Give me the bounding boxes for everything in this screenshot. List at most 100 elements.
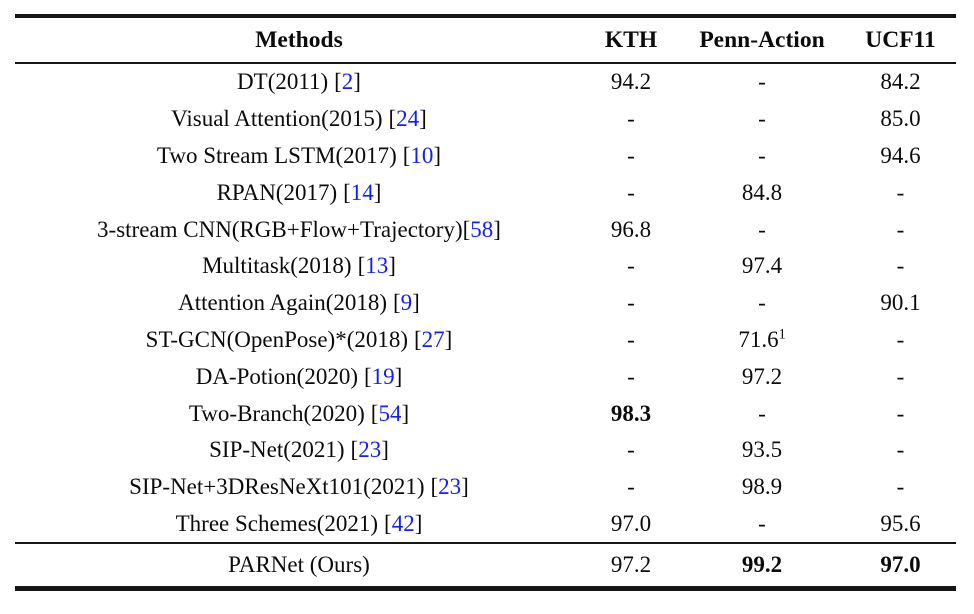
citation-link[interactable]: 23 [358,437,382,463]
table-row: RPAN(2017) [14] - 84.8 - [15,174,956,211]
penn-action-value: 71.6 [738,326,779,352]
penn-action-cell: - [679,395,845,432]
citation-link[interactable]: 58 [470,216,494,242]
kth-value: - [627,106,635,132]
penn-action-value: - [758,69,766,95]
citation-link[interactable]: 2 [341,69,354,95]
ucf11-value: - [896,179,905,205]
citation-link[interactable]: 27 [421,326,445,352]
citation-close-bracket: ] [412,290,420,316]
citation-link[interactable]: 24 [396,106,420,132]
method-cell: Multitask(2018) [13] [15,248,583,285]
col-header-methods: Methods [15,16,583,64]
table-body: DT(2011) [2] 94.2 - 84.2 Visual Attention… [15,63,956,543]
penn-action-cell: 71.61 [679,322,845,359]
citation-link[interactable]: 42 [391,510,415,536]
citation-link[interactable]: 23 [438,474,462,500]
table-row: ST-GCN(OpenPose)*(2018) [27] - 71.61 - [15,322,956,359]
method-name: DT(2011) [237,69,329,95]
method-name: ST-GCN(OpenPose)*(2018) [145,326,409,352]
penn-action-cell: 97.2 [679,358,845,395]
method-cell: Visual Attention(2015) [24] [15,101,583,138]
ucf11-cell: - [845,211,956,248]
citation-link[interactable]: 14 [350,179,374,205]
citation-open-bracket: [ [393,290,401,316]
citation-close-bracket: ] [401,400,410,426]
table-row: SIP-Net+3DResNeXt101(2021) [23] - 98.9 - [15,469,956,506]
kth-cell: - [583,469,679,506]
citation: [9] [393,290,420,315]
method-cell: Three Schemes(2021) [42] [15,506,583,544]
penn-action-cell: 93.5 [679,432,845,469]
ucf11-value: 97.0 [880,552,921,578]
citation-link[interactable]: 13 [365,253,389,279]
table-row: Multitask(2018) [13] - 97.4 - [15,248,956,285]
ucf11-value: 95.6 [880,510,921,536]
table-row: 3-stream CNN(RGB+Flow+Trajectory)[58] 96… [15,211,956,248]
citation-open-bracket: [ [350,437,359,463]
table-row: Three Schemes(2021) [42] 97.0 - 95.6 [15,506,956,544]
kth-value: 98.3 [610,400,652,426]
citation-link[interactable]: 9 [400,290,413,316]
ucf11-value: - [896,253,905,279]
kth-cell: - [583,174,679,211]
penn-action-cell: - [679,138,845,175]
citation-close-bracket: ] [433,142,442,168]
kth-cell: - [583,138,679,175]
penn-action-cell: 97.4 [679,248,845,285]
table-row: Attention Again(2018) [9] - - 90.1 [15,285,956,322]
citation-open-bracket: [ [402,142,411,168]
penn-action-value: 84.8 [741,179,783,205]
col-header-ucf11: UCF11 [845,16,956,64]
kth-value: - [627,326,635,352]
penn-action-cell: - [679,285,845,322]
citation: [42] [384,511,422,536]
citation-close-bracket: ] [394,363,403,389]
kth-cell: - [583,248,679,285]
penn-action-value: - [758,290,766,316]
penn-action-cell: - [679,211,845,248]
citation-close-bracket: ] [388,253,396,279]
method-cell: PARNet (Ours) [15,543,583,589]
table-row: DA-Potion(2020) [19] - 97.2 - [15,358,956,395]
ucf11-cell: 94.6 [845,138,956,175]
method-name: 3-stream CNN(RGB+Flow+Trajectory) [97,216,463,242]
citation: [13] [358,253,396,278]
penn-action-cell: - [679,101,845,138]
ucf11-value: - [896,400,905,426]
method-name: SIP-Net(2021) [209,437,345,463]
penn-action-value: 97.4 [741,253,783,279]
citation: [19] [364,364,402,389]
kth-value: - [627,474,635,500]
citation: [27] [414,327,452,352]
penn-action-value: - [758,106,766,132]
kth-value: - [627,437,635,463]
kth-value: 96.8 [610,216,652,242]
method-cell: SIP-Net+3DResNeXt101(2021) [23] [15,469,583,506]
citation-link[interactable]: 10 [410,142,434,168]
table-footer: PARNet (Ours) 97.2 99.2 97.0 [15,543,956,589]
ucf11-cell: - [845,432,956,469]
method-name: SIP-Net+3DResNeXt101(2021) [129,474,425,500]
table-row: Two-Branch(2020) [54] 98.3 - - [15,395,956,432]
kth-cell: - [583,432,679,469]
penn-action-value: - [758,400,766,426]
citation-link[interactable]: 19 [371,363,395,389]
ucf11-value: - [896,474,905,500]
kth-value: - [627,253,635,279]
citation-open-bracket: [ [430,474,439,500]
citation: [54] [371,401,409,426]
citation-open-bracket: [ [357,253,366,279]
kth-cell: 94.2 [583,63,679,101]
penn-action-value: 98.9 [741,474,783,500]
penn-action-cell: 84.8 [679,174,845,211]
ucf11-cell: - [845,469,956,506]
kth-cell: 98.3 [583,395,679,432]
citation: [23] [351,437,389,462]
method-name: Multitask(2018) [202,253,352,279]
citation-link[interactable]: 54 [378,400,402,426]
penn-action-cell: - [679,63,845,101]
table-row: Visual Attention(2015) [24] - - 85.0 [15,101,956,138]
ucf11-cell: - [845,358,956,395]
table-row: SIP-Net(2021) [23] - 93.5 - [15,432,956,469]
